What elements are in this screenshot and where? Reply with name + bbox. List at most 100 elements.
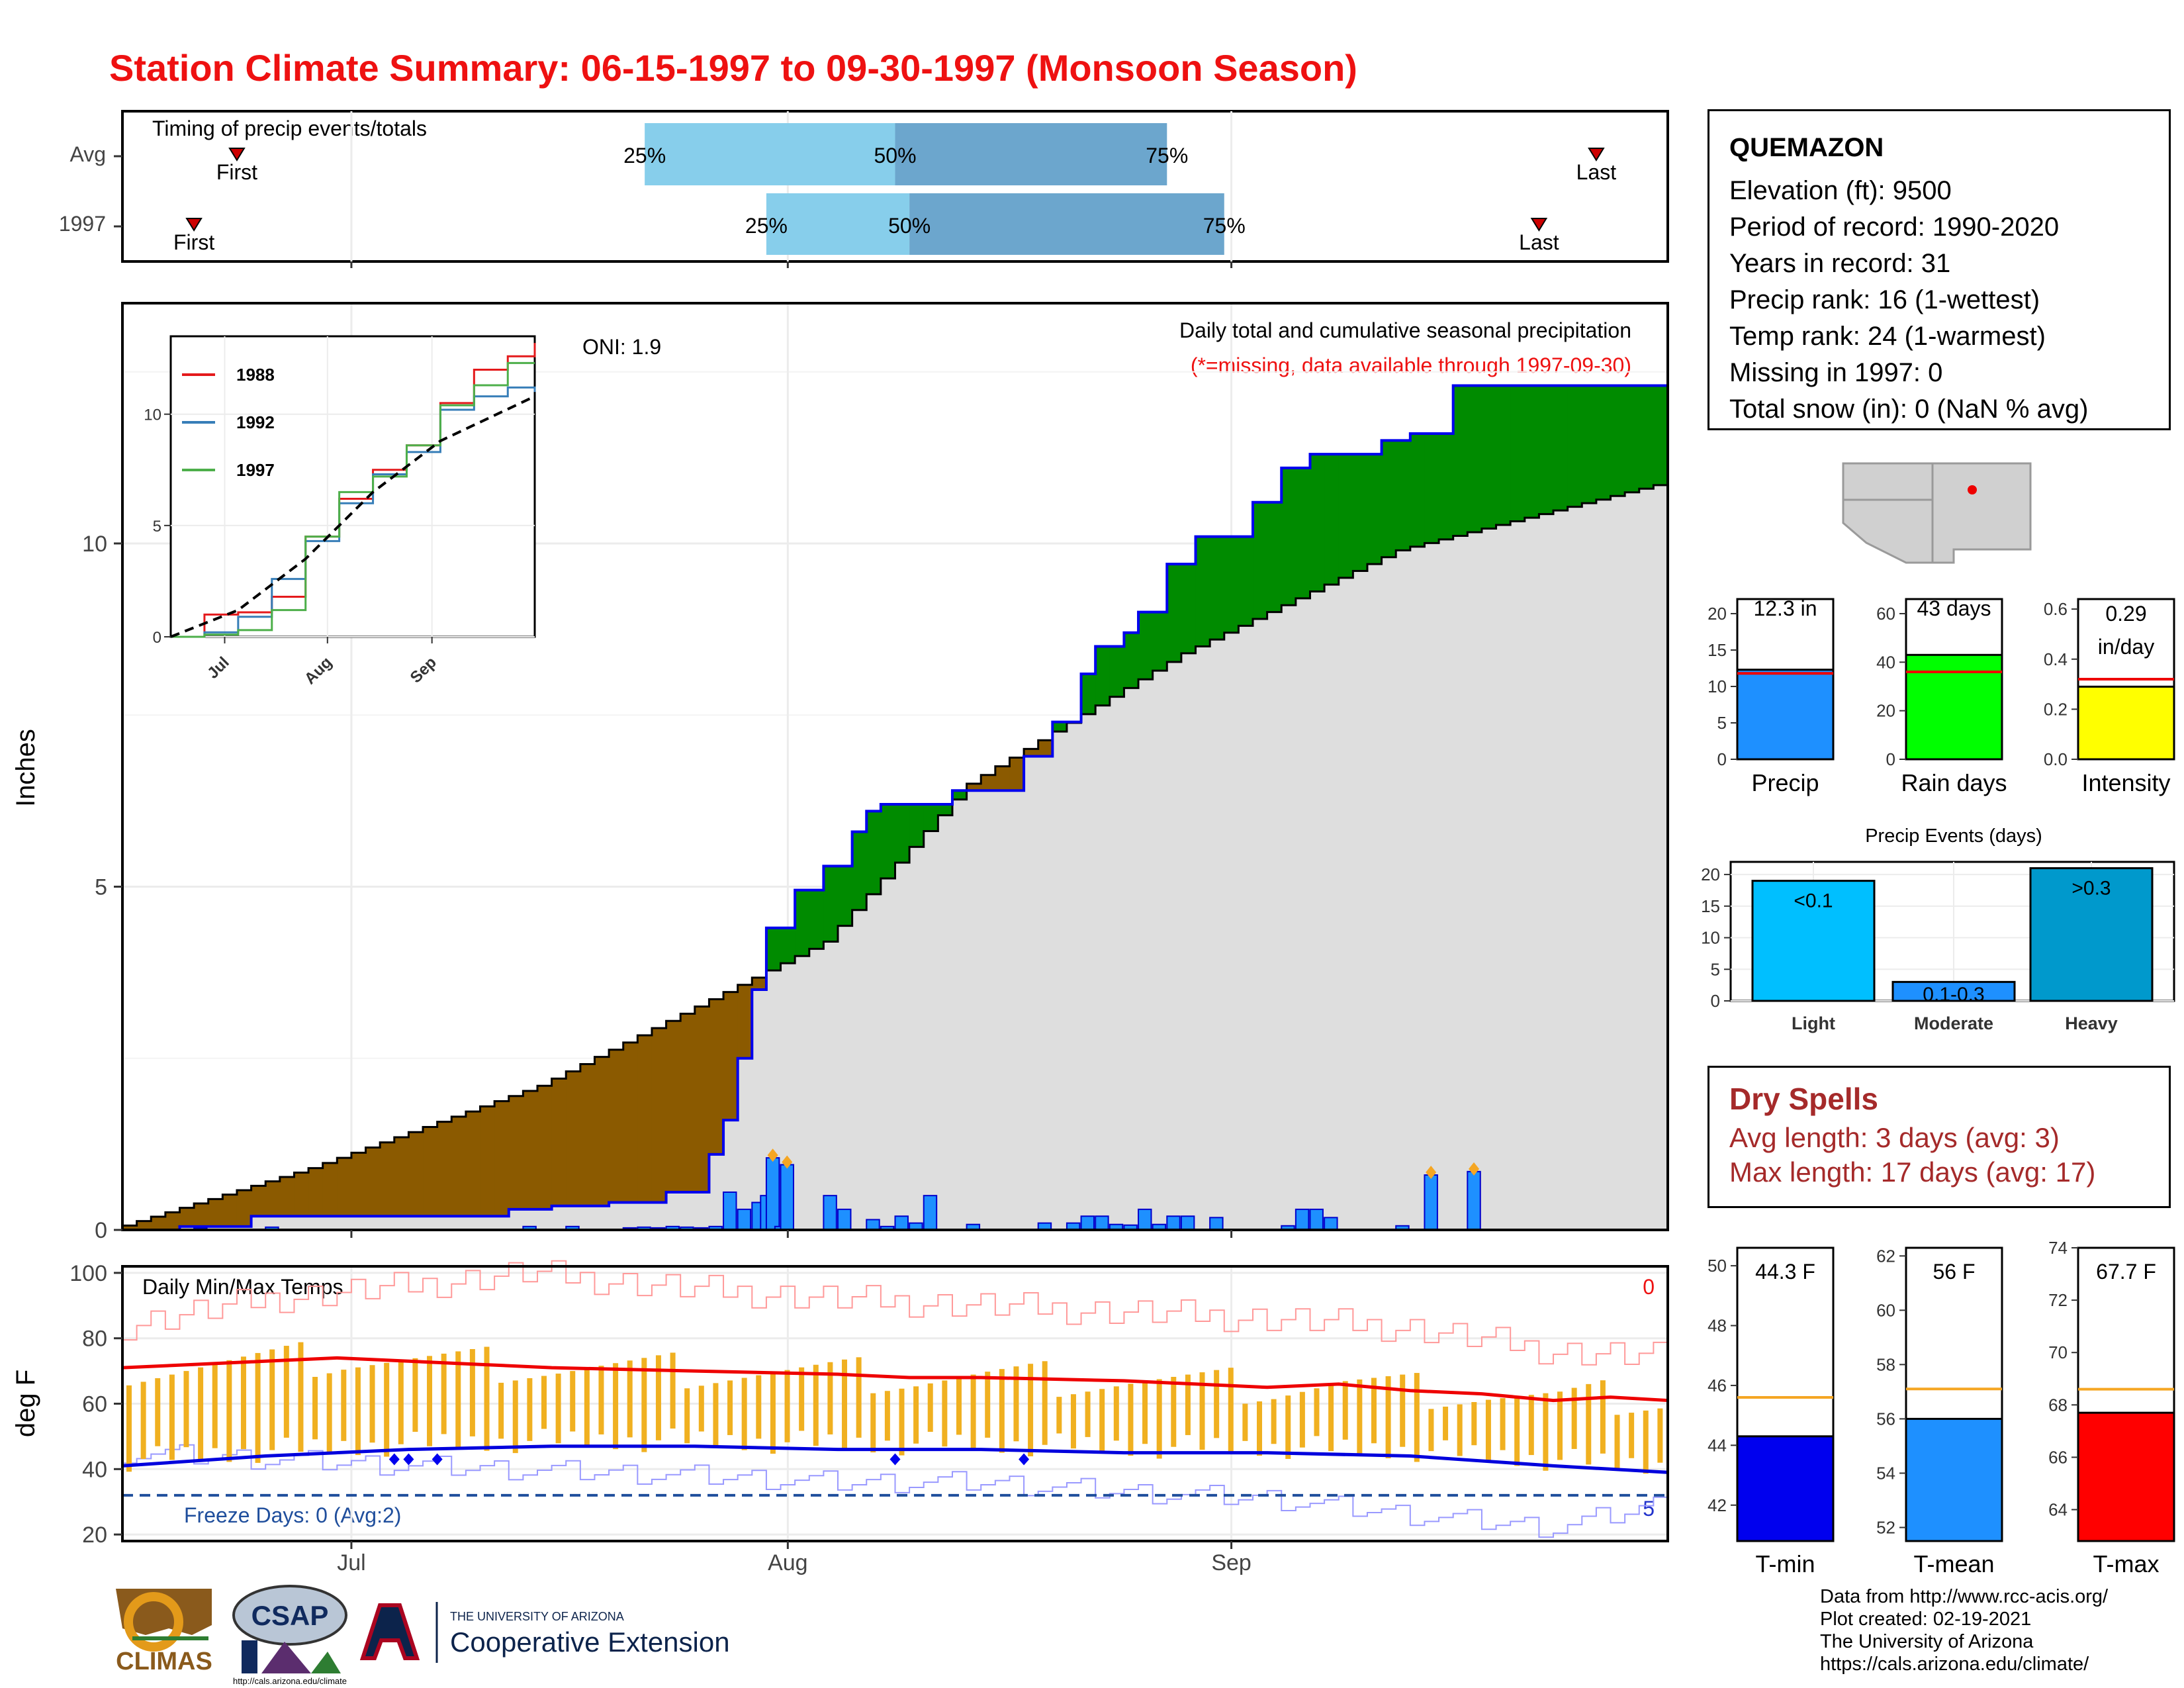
deficit-fill <box>322 1162 338 1217</box>
summary-value-label: 0.29 <box>2105 602 2146 626</box>
daily-temp-bar <box>1156 1379 1162 1459</box>
last-label-1997: Last <box>1519 230 1559 254</box>
climo-fill <box>1553 510 1569 1230</box>
climo-fill <box>880 878 896 1230</box>
deficit-fill <box>222 1194 238 1227</box>
daily-temp-bar <box>1571 1387 1577 1449</box>
timing-panel: Timing of precip events/totals Avg 1997 … <box>59 110 1669 268</box>
tempbar-ytick-label: 62 <box>1876 1246 1895 1266</box>
inset-ytick-label: 0 <box>153 629 161 647</box>
climo-fill <box>1109 696 1125 1230</box>
temps-xtick-label: Aug <box>768 1550 808 1575</box>
surplus-fill <box>1481 385 1497 529</box>
summary-ytick-label: 0.6 <box>2044 599 2068 619</box>
inset-series-1992 <box>171 386 536 638</box>
temps-count-top: 0 <box>1643 1275 1655 1299</box>
surplus-fill <box>1124 632 1139 688</box>
temps-ylabel: deg F <box>11 1370 40 1437</box>
daily-temp-bar <box>1614 1415 1620 1470</box>
climo-fill <box>1310 591 1325 1230</box>
surplus-fill <box>866 811 882 894</box>
daily-temp-bar <box>1443 1406 1449 1440</box>
deficit-fill <box>208 1199 223 1227</box>
events-ytick-label: 20 <box>1701 865 1720 884</box>
daily-precip-bar <box>765 1157 780 1231</box>
daily-temp-bar <box>942 1380 948 1447</box>
daily-precip-bar <box>1138 1208 1152 1231</box>
daily-temp-bar <box>1042 1361 1048 1445</box>
climo-fill <box>1195 646 1210 1230</box>
deficit-fill <box>308 1168 324 1217</box>
daily-temp-bar <box>584 1368 590 1446</box>
daily-temp-bar <box>498 1382 504 1439</box>
deficit-fill <box>981 774 996 791</box>
daily-temp-bar <box>627 1360 633 1438</box>
daily-temp-bar <box>441 1353 447 1434</box>
daily-temp-bar <box>1113 1386 1119 1441</box>
surplus-fill <box>1253 502 1268 620</box>
climas-logo: CLIMAS <box>116 1589 212 1675</box>
inset-legend-label: 1997 <box>236 460 275 480</box>
events-value-label: <0.1 <box>1794 890 1833 912</box>
summary-bar <box>2077 685 2175 761</box>
summary-ytick-label: 20 <box>1876 701 1895 721</box>
climo-line <box>121 484 1668 1230</box>
tempbar-category-label: T-min <box>1756 1550 1815 1577</box>
events-bar <box>2029 867 2154 1002</box>
timing-q2-bar <box>895 123 1167 185</box>
main-ytick-label: 10 <box>82 532 107 557</box>
credit-line: Data from http://www.rcc-acis.org/ <box>1820 1586 2109 1607</box>
climo-fill <box>1324 585 1340 1230</box>
tempbar-bar <box>1905 1417 2003 1542</box>
daily-temp-bar <box>1514 1396 1520 1466</box>
daily-temp-bar <box>1357 1379 1363 1455</box>
surplus-fill <box>1310 454 1325 592</box>
daily-temp-bar <box>1199 1372 1205 1450</box>
surplus-fill <box>880 804 896 879</box>
climo-fill <box>866 894 882 1230</box>
climo-fill <box>480 1216 495 1230</box>
deficit-fill <box>122 1225 138 1230</box>
climo-fill <box>795 956 810 1230</box>
tempbar-ytick-label: 48 <box>1707 1316 1727 1336</box>
surplus-fill <box>1167 564 1182 663</box>
timing-q1-bar <box>766 193 910 255</box>
freeze-label: Freeze Days: 0 (Avg:2) <box>184 1503 401 1527</box>
last-label-avg: Last <box>1576 160 1617 184</box>
climo-fill <box>1066 722 1082 1230</box>
daily-temp-bar <box>1643 1410 1649 1474</box>
daily-precip-bar <box>723 1191 737 1231</box>
climo-fill <box>465 1216 481 1230</box>
station-line: Years in record: 31 <box>1729 249 1951 278</box>
climo-fill <box>451 1216 467 1230</box>
climo-fill <box>1281 605 1297 1230</box>
daily-temp-bar <box>1214 1370 1220 1438</box>
surplus-fill <box>1524 385 1540 518</box>
daily-precip-bar <box>1209 1217 1224 1231</box>
heavy-marker <box>782 1155 793 1169</box>
summary-ytick-label: 10 <box>1707 677 1727 696</box>
deficit-fill <box>408 1132 424 1217</box>
daily-precip-bar <box>866 1219 880 1231</box>
tempbar-ytick-label: 50 <box>1707 1256 1727 1276</box>
surplus-fill <box>1338 454 1353 578</box>
daily-temp-bar <box>155 1378 161 1446</box>
climo-fill <box>508 1209 523 1230</box>
daily-temp-bar <box>1099 1389 1105 1452</box>
temps-ytick-label: 80 <box>82 1327 107 1352</box>
daily-temp-bar <box>1228 1368 1234 1453</box>
summary-value-label: 43 days <box>1917 596 1991 620</box>
timing-marker <box>185 218 203 232</box>
deficit-fill <box>265 1181 281 1217</box>
surplus-fill <box>1567 385 1582 507</box>
tempbar-ytick-label: 70 <box>2048 1342 2068 1362</box>
deficit-fill <box>680 1013 696 1192</box>
tempbar-ytick-label: 52 <box>1876 1517 1895 1537</box>
daily-temp-bar <box>913 1386 919 1444</box>
climo-fill <box>952 799 968 1230</box>
daily-precip-bar <box>823 1195 837 1231</box>
daily-temp-bar <box>541 1376 547 1429</box>
temps-ytick-label: 60 <box>82 1392 107 1417</box>
surplus-fill <box>1610 385 1625 496</box>
